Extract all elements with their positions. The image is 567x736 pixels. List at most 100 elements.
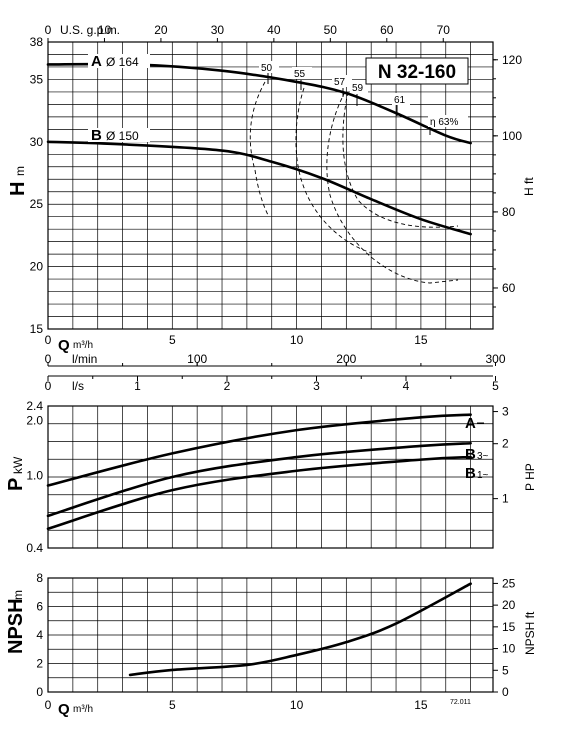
- gpm-tick: 40: [267, 23, 281, 37]
- gpm-tick: 20: [154, 23, 168, 37]
- npsh-m-tick: 2: [36, 657, 43, 671]
- q-m3h-bottom-tick: 0: [45, 698, 52, 712]
- q-m3h-top-tick: 5: [169, 333, 176, 347]
- ls-tick: 5: [492, 379, 499, 393]
- head-curve-b: [46, 140, 472, 236]
- head-m-tick: 20: [30, 260, 44, 274]
- head-ft-axis: 60 80 100 120: [493, 53, 522, 308]
- power-curve-a: [46, 413, 472, 487]
- h-symbol: H: [7, 182, 29, 196]
- head-ft-tick: 100: [502, 129, 522, 143]
- power-curve-b1: [46, 455, 472, 531]
- q-m3h-top-tick: 15: [414, 333, 428, 347]
- gpm-tick: 50: [324, 23, 338, 37]
- npsh-m-tick: 0: [36, 685, 43, 699]
- npsh-symbol: NPSH: [5, 598, 27, 654]
- head-m-tick: 38: [30, 35, 44, 49]
- power-kw-tick: 0.4: [26, 541, 43, 555]
- power-kw-tick: 2.0: [26, 413, 43, 427]
- efficiency-contour-59: [342, 91, 459, 228]
- power-hp-tick: 3: [502, 405, 509, 419]
- head-m-tick: 15: [30, 322, 44, 336]
- power-label-b3-sup: 3~: [477, 451, 489, 462]
- q-m3h-bottom-tick: 5: [169, 698, 176, 712]
- p-symbol: P: [5, 478, 27, 491]
- lmin-unit: l/min: [72, 352, 97, 366]
- npsh-ft-tick: 0: [502, 685, 509, 699]
- lmin-tick: 0: [45, 352, 52, 366]
- npsh-unit-label: m: [11, 590, 25, 600]
- eff-label-59: 59: [352, 83, 364, 94]
- npsh-ft-tick: 5: [502, 663, 509, 677]
- model-title: N 32-160: [378, 62, 456, 83]
- q-symbol-top: Q: [58, 337, 70, 354]
- npsh-curves: [128, 582, 472, 677]
- curve-b-diameter: Ø 150: [106, 129, 139, 143]
- power-label-b3: B: [465, 446, 476, 463]
- gpm-tick: 10: [98, 23, 112, 37]
- eff-label-55: 55: [294, 69, 306, 80]
- h-ft-unit-label: H ft: [522, 177, 536, 196]
- p-unit-label: kW: [11, 456, 25, 474]
- gpm-tick: 60: [380, 23, 394, 37]
- head-curves: [46, 62, 472, 236]
- npsh-ft-tick: 25: [502, 576, 516, 590]
- ls-axis: 0 1 2 3 4 5: [45, 376, 499, 393]
- efficiency-contour-50: [249, 81, 269, 216]
- power-hp-tick: 1: [502, 492, 509, 506]
- npsh-m-tick: 4: [36, 628, 43, 642]
- power-kw-tick: 2.4: [26, 399, 43, 413]
- eff-label-50: 50: [261, 63, 273, 74]
- head-ft-tick: 80: [502, 205, 516, 219]
- head-ft-tick: 120: [502, 53, 522, 67]
- gpm-axis: 0 10 20 30 40 50 60 70: [45, 23, 451, 42]
- npsh-chart-frame: [47, 577, 494, 693]
- npsh-curve: [128, 582, 472, 677]
- lmin-tick: 200: [336, 352, 356, 366]
- p-hp-unit-label: P HP: [523, 463, 537, 491]
- q-m3h-axis-bottom: 0 5 10 15: [45, 698, 428, 712]
- ls-tick: 2: [224, 379, 231, 393]
- gpm-tick: 0: [45, 23, 52, 37]
- curve-a-diameter: Ø 164: [106, 55, 139, 69]
- q-symbol-bottom: Q: [58, 701, 70, 718]
- power-kw-axis: 0.4 1.0 2.02.4: [26, 399, 43, 555]
- lmin-tick: 100: [187, 352, 207, 366]
- npsh-ft-tick: 10: [502, 642, 516, 656]
- power-label-b1: B: [465, 465, 476, 482]
- npsh-m-tick: 6: [36, 600, 43, 614]
- head-m-axis: 15 20 25 30 35 38: [30, 35, 44, 336]
- q-m3h-axis-top: 0 5 10 15: [45, 333, 428, 347]
- curve-a-letter: A: [91, 53, 102, 70]
- ls-tick: 3: [313, 379, 320, 393]
- npsh-chart-grid: [48, 578, 493, 692]
- sheet-code: 72.011: [450, 699, 471, 706]
- h-unit-label: m: [13, 166, 27, 176]
- npsh-ft-unit-label: NPSH ft: [523, 611, 537, 655]
- lmin-axis: 0 100 200 300: [45, 352, 506, 366]
- q-m3h-bottom-tick: 10: [290, 698, 304, 712]
- q-m3h-bottom-tick: 15: [414, 698, 428, 712]
- head-ft-tick: 60: [502, 281, 516, 295]
- q-m3h-top-tick: 10: [290, 333, 304, 347]
- power-chart-grid: [48, 406, 493, 548]
- power-kw-tick: 1.0: [26, 468, 43, 482]
- ls-tick: 0: [45, 379, 52, 393]
- power-hp-axis: 1 2 3: [493, 405, 509, 506]
- head-m-tick: 25: [30, 197, 44, 211]
- power-curve-b3: [46, 441, 472, 518]
- power-label-a: A: [465, 415, 476, 432]
- power-chart-frame: [47, 405, 494, 549]
- npsh-ft-tick: 20: [502, 598, 516, 612]
- ls-tick: 1: [134, 379, 141, 393]
- gpm-tick: 70: [437, 23, 451, 37]
- q-unit-bottom: m³/h: [73, 704, 93, 715]
- q-unit-top: m³/h: [73, 340, 93, 351]
- npsh-ft-tick: 15: [502, 620, 516, 634]
- q-m3h-top-tick: 0: [45, 333, 52, 347]
- ls-tick: 4: [403, 379, 410, 393]
- head-m-tick: 30: [30, 135, 44, 149]
- power-hp-tick: 2: [502, 437, 509, 451]
